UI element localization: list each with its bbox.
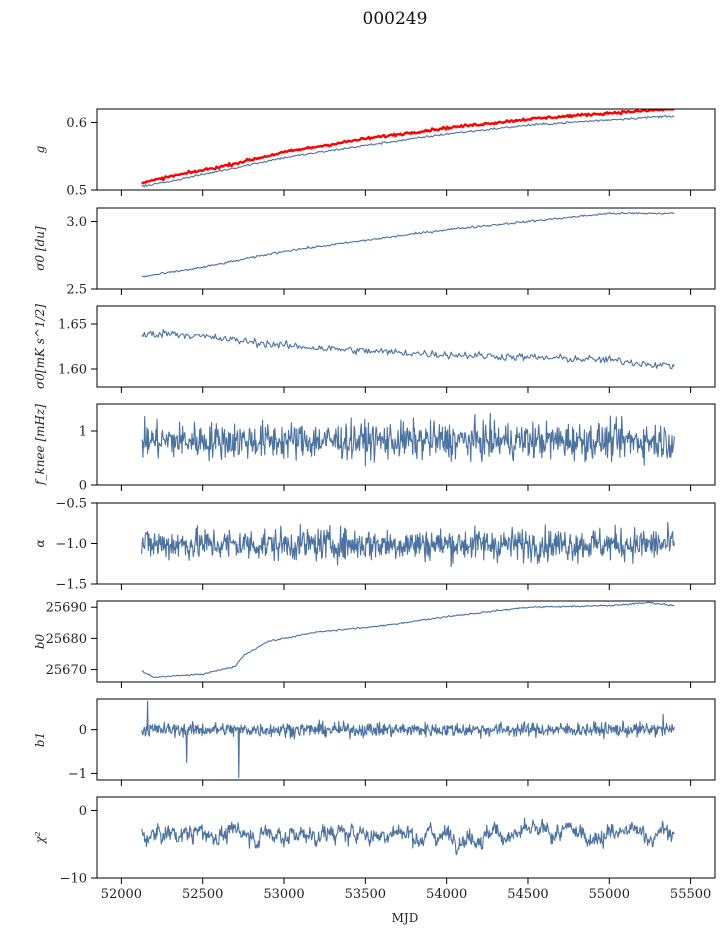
- x-tick-label: 54500: [507, 887, 548, 902]
- y-tick-label: 0.6: [66, 116, 87, 131]
- y-axis-label: χ²: [33, 831, 47, 844]
- y-tick-label: −0.5: [55, 497, 87, 512]
- y-axis-label: σ0 [du]: [33, 226, 47, 271]
- y-tick-label: 0: [79, 804, 87, 819]
- x-tick-label: 52000: [101, 887, 142, 902]
- panel-frame: [96, 403, 716, 486]
- y-tick-label: 1: [79, 425, 87, 440]
- series-line-b0: [141, 601, 675, 679]
- panel-frame: [96, 207, 716, 290]
- series-line-g-reference: [141, 109, 675, 185]
- x-tick-label: 52500: [182, 887, 223, 902]
- panel-frame: [96, 796, 716, 879]
- x-tick-label: 54000: [426, 887, 467, 902]
- x-axis-label: MJD: [392, 911, 419, 925]
- y-axis-label: g: [33, 145, 47, 153]
- panel-3: 1.60 1.65 σ0[mK s^1/2]: [33, 304, 716, 393]
- series-line-fknee: [141, 412, 675, 467]
- y-tick-label: −1.0: [55, 537, 87, 552]
- y-tick-label: 3.0: [66, 215, 87, 230]
- series-line-chi2: [141, 817, 675, 856]
- y-tick-label: 0.5: [66, 184, 87, 199]
- y-tick-label: 0: [79, 723, 87, 738]
- y-tick-label: 0: [79, 479, 87, 494]
- series-line-sigma0-du: [141, 211, 675, 278]
- panel-frame: [96, 108, 716, 191]
- y-tick-label: 25680: [46, 632, 87, 647]
- panel-6: 25670 25680 25690 b0: [33, 600, 716, 688]
- y-axis-label: f_knee [mHz]: [33, 404, 47, 486]
- x-tick-label: 53000: [263, 887, 304, 902]
- series-line-g: [141, 114, 675, 188]
- panel-frame: [96, 305, 716, 388]
- x-tick-label: 53500: [345, 887, 386, 902]
- y-tick-label: 25670: [46, 663, 87, 678]
- figure-title: 000249: [363, 9, 428, 29]
- y-tick-label: 1.60: [58, 363, 87, 378]
- y-tick-label: 25690: [46, 601, 87, 616]
- x-tick-label: 55000: [589, 887, 630, 902]
- panel-5: −1.5 −1.0 −0.5 α: [33, 497, 716, 593]
- panel-4: 0 1 f_knee [mHz]: [33, 403, 716, 494]
- series-line-sigma0-mK: [141, 328, 675, 370]
- y-tick-label: 2.5: [66, 283, 87, 298]
- panel-frame: [96, 600, 716, 683]
- y-axis-label: σ0[mK s^1/2]: [33, 304, 47, 389]
- x-tick-label: 55500: [670, 887, 711, 902]
- y-tick-label: −1: [68, 767, 87, 782]
- panels: 0.5 0.6 g 2.5 3.0 σ0 [du] 1.60 1.65 σ0[mK s^1/2]…: [33, 108, 716, 902]
- panel-1: 0.5 0.6 g: [33, 108, 716, 199]
- panel-7: −1 0 b1: [33, 698, 716, 786]
- y-axis-label: b1: [33, 732, 47, 747]
- panel-2: 2.5 3.0 σ0 [du]: [33, 207, 716, 298]
- y-tick-label: −10: [60, 872, 87, 887]
- y-tick-label: 1.65: [58, 318, 87, 333]
- panel-8: −10 0 52000 52500 53000 53500 54000 54500 55000 5…: [33, 796, 716, 902]
- y-tick-label: −1.5: [55, 578, 87, 593]
- y-axis-label: b0: [33, 633, 47, 649]
- series-line-b1: [141, 700, 675, 779]
- panel-frame: [96, 698, 716, 781]
- y-axis-label: α: [33, 539, 47, 547]
- series-line-alpha: [141, 521, 675, 568]
